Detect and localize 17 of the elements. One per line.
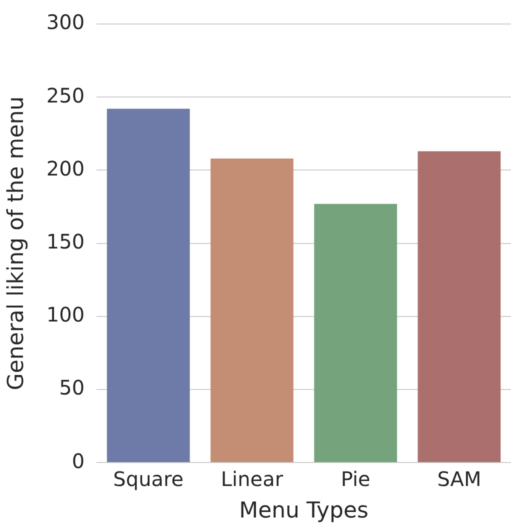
x-tick-label: Pie	[340, 466, 370, 491]
bar	[314, 204, 398, 462]
x-axis-title: Menu Types	[239, 498, 368, 524]
bar	[106, 108, 190, 462]
y-tick-label: 150	[46, 230, 85, 254]
x-tick-label: Linear	[220, 466, 284, 491]
y-tick-label: 300	[46, 10, 85, 34]
y-tick-label: 0	[72, 448, 85, 473]
y-tick-label: 50	[59, 376, 85, 400]
y-axis-title: General liking of the menu	[4, 96, 29, 390]
x-tick-label: Square	[113, 466, 184, 491]
y-tick-label: 100	[46, 302, 85, 327]
y-tick-label: 200	[46, 156, 85, 180]
bar	[418, 151, 501, 462]
y-tick-label: 250	[46, 83, 85, 108]
bar	[210, 158, 294, 462]
x-tick-label: SAM	[437, 466, 482, 491]
